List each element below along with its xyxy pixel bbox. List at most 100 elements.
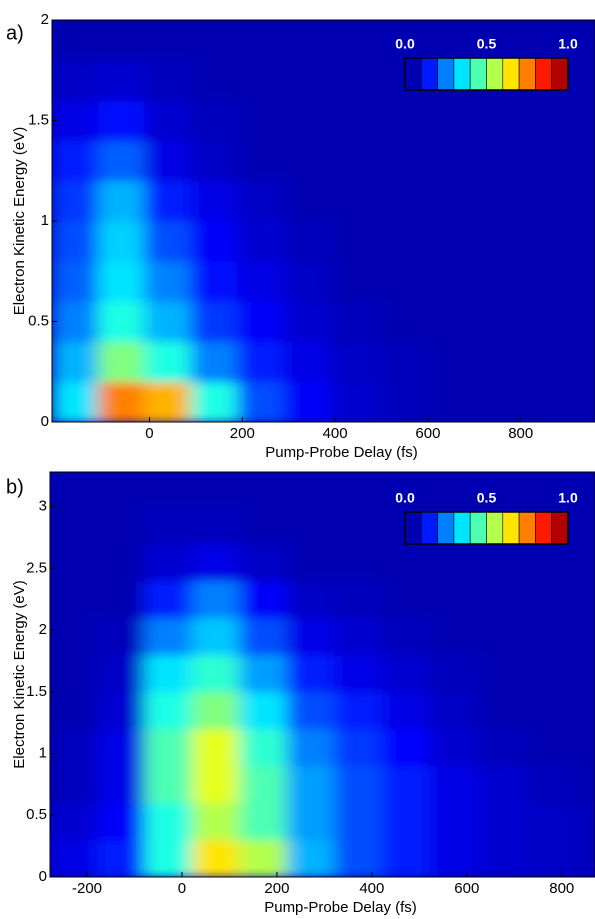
heat-cell — [96, 543, 146, 582]
heat-cell — [469, 381, 517, 422]
heat-cell — [239, 472, 288, 508]
heat-cell — [515, 220, 564, 262]
heat-cell — [524, 765, 573, 804]
heat-cell — [190, 59, 239, 101]
heat-cell — [50, 765, 98, 804]
y-tick-label: 2 — [41, 11, 49, 28]
heat-cell — [239, 543, 288, 582]
colorbar: 0.0 0.5 1.0 — [395, 36, 578, 91]
y-tick-label: 0.5 — [26, 806, 47, 823]
heat-cell — [190, 341, 239, 383]
heat-cell — [469, 180, 517, 222]
heat-cell — [376, 140, 424, 182]
heat-cell — [144, 839, 193, 877]
heat-cell — [239, 691, 288, 730]
heat-cell — [144, 260, 192, 302]
colorbar-swatch — [420, 511, 438, 545]
heat-cell — [376, 20, 424, 61]
heat-cell — [334, 617, 383, 656]
heat-cell — [524, 654, 573, 693]
heat-cell — [286, 728, 336, 767]
heat-cell — [334, 728, 383, 767]
heat-cell — [376, 99, 424, 142]
heat-cell — [52, 300, 99, 343]
heat-cell — [50, 580, 98, 619]
heat-cell — [283, 99, 331, 142]
colorbar-tick-label: 1.0 — [558, 490, 578, 506]
heat-cell — [191, 765, 241, 804]
heat-cell — [144, 802, 193, 841]
heat-cell — [286, 839, 336, 877]
heat-cell — [239, 654, 288, 693]
x-axis-label: Pump-Probe Delay (fs) — [264, 899, 417, 916]
heat-cell — [239, 506, 288, 545]
heat-cell — [144, 728, 193, 767]
heat-cell — [476, 802, 526, 841]
heat-cell — [52, 59, 99, 101]
heat-cell — [329, 180, 378, 222]
heat-cell — [476, 617, 526, 656]
heat-cell — [144, 59, 192, 101]
x-tick-label: 200 — [264, 880, 289, 897]
heat-cell — [381, 691, 431, 730]
panel-label: a) — [6, 22, 24, 44]
heat-cell — [562, 300, 595, 343]
heat-cell — [334, 580, 383, 619]
heat-cell — [144, 381, 192, 422]
heat-cell — [571, 728, 595, 767]
colorbar-swatch — [437, 511, 455, 545]
x-tick-label: 600 — [454, 880, 479, 897]
heat-cell — [97, 99, 146, 142]
heat-cell — [524, 580, 573, 619]
x-tick-label: 200 — [230, 425, 255, 442]
heat-cell — [524, 839, 573, 877]
heat-cell — [144, 543, 193, 582]
heat-cell — [191, 580, 241, 619]
heat-cell — [329, 341, 378, 383]
y-axis-label: Electron Kinetic Energy (eV) — [11, 127, 28, 315]
x-tick-label: 400 — [323, 425, 348, 442]
heat-cell — [191, 728, 241, 767]
heat-cell — [429, 472, 478, 508]
heat-cell — [329, 220, 378, 262]
heat-cell — [191, 543, 241, 582]
heat-cell — [52, 220, 99, 262]
heat-cell — [50, 802, 98, 841]
heat-cell — [334, 472, 383, 508]
heat-cell — [562, 381, 595, 422]
heat-cell — [283, 341, 331, 383]
heat-cell — [571, 543, 595, 582]
heat-cell — [144, 580, 193, 619]
y-tick-label: 1 — [39, 744, 47, 761]
heat-cell — [334, 802, 383, 841]
heat-cell — [476, 839, 526, 877]
colorbar-swatch — [486, 57, 504, 91]
colorbar: 0.0 0.5 1.0 — [395, 490, 578, 545]
heat-cell — [191, 617, 241, 656]
heat-cell — [381, 580, 431, 619]
heat-cell — [144, 140, 192, 182]
heat-cell — [97, 180, 146, 222]
heat-cell — [469, 341, 517, 383]
heat-cell — [50, 728, 98, 767]
heat-cell — [239, 802, 288, 841]
heat-cell — [524, 728, 573, 767]
heat-cell — [191, 802, 241, 841]
heat-cell — [329, 300, 378, 343]
heat-cell — [429, 617, 478, 656]
heat-cell — [283, 180, 331, 222]
y-tick-label: 3 — [39, 498, 47, 515]
x-tick-label: 800 — [549, 880, 574, 897]
heat-cell — [469, 99, 517, 142]
heat-cell — [283, 300, 331, 343]
heat-cell — [144, 220, 192, 262]
heat-cell — [429, 580, 478, 619]
heat-cell — [191, 839, 241, 877]
colorbar-swatch — [486, 511, 504, 545]
heat-cell — [376, 220, 424, 262]
colorbar-tick-label: 0.0 — [395, 490, 415, 506]
y-tick-label: 2.5 — [26, 559, 47, 576]
colorbar-swatch — [518, 511, 536, 545]
heat-cell — [52, 381, 99, 422]
heat-cell — [239, 728, 288, 767]
